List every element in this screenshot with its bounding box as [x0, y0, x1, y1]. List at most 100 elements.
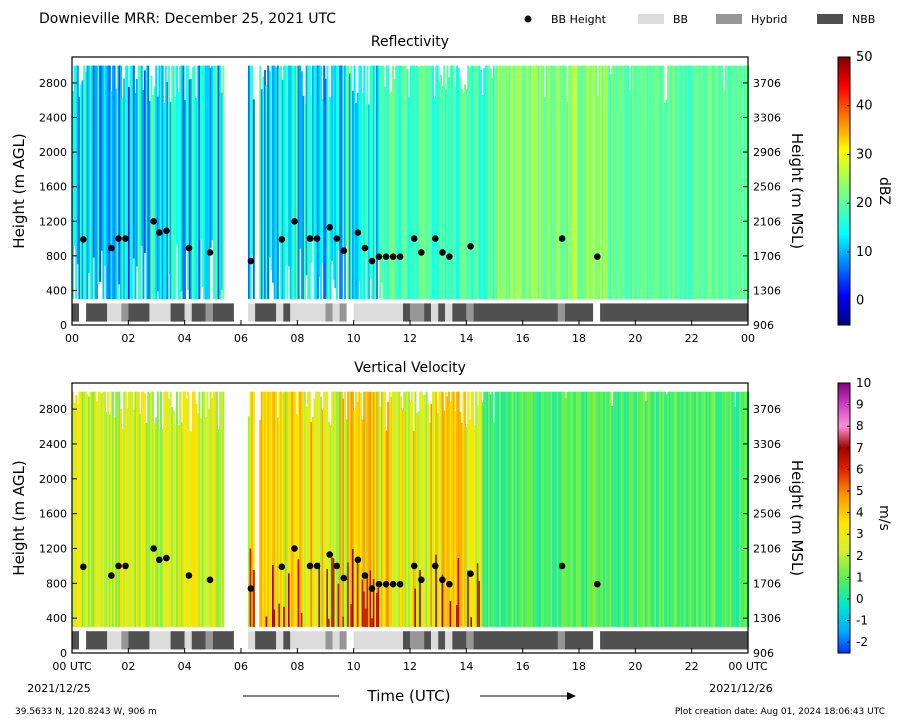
reflectivity-column — [291, 65, 294, 299]
velocity-column — [475, 391, 478, 627]
reflectivity-column — [179, 65, 182, 299]
reflectivity-column — [201, 65, 204, 288]
reflectivity-column — [696, 65, 698, 299]
colorbar-tick-label: 4 — [856, 506, 864, 520]
velocity-column — [275, 391, 278, 627]
figure-title: Downieville MRR: December 25, 2021 UTC — [39, 11, 336, 27]
velocity-column — [577, 391, 580, 627]
velocity-column — [342, 616, 345, 627]
reflectivity-column — [115, 88, 118, 300]
velocity-column — [532, 391, 535, 627]
reflectivity-column — [347, 65, 350, 299]
reflectivity-column — [128, 86, 130, 300]
bb-type-segment — [445, 303, 453, 322]
reflectivity-column — [316, 65, 319, 299]
velocity-column — [680, 391, 682, 627]
colorbar-tick-label: 2 — [856, 549, 864, 563]
velocity-column — [128, 391, 130, 627]
reflectivity-column — [486, 65, 489, 299]
velocity-column — [699, 391, 702, 627]
reflectivity-column — [313, 65, 316, 299]
velocity-column — [388, 391, 391, 627]
velocity-column — [563, 391, 566, 627]
velocity-column — [352, 391, 354, 627]
velocity-column — [560, 391, 562, 627]
reflectivity-column — [720, 65, 722, 299]
velocity-column — [206, 391, 209, 627]
bb-type-segment — [107, 303, 122, 322]
velocity-column — [716, 391, 719, 627]
velocity-column — [452, 391, 455, 627]
reflectivity-column — [153, 86, 156, 299]
bb-type-segment — [255, 631, 277, 650]
bb-height-point — [122, 562, 129, 570]
velocity-column — [196, 413, 199, 627]
bb-height-point — [340, 574, 348, 582]
bb-height-point — [446, 253, 453, 260]
bb-height-point — [410, 235, 418, 242]
bb-height-point — [326, 551, 334, 558]
reflectivity-column — [689, 65, 692, 299]
velocity-column — [691, 391, 694, 627]
reflectivity-column — [360, 65, 362, 299]
vertical-velocity-panel: Vertical Velocity04008001200160020002400… — [10, 360, 892, 673]
reflectivity-column — [278, 68, 281, 244]
bb-type-segment — [283, 303, 291, 322]
velocity-column — [132, 410, 135, 627]
velocity-column — [299, 391, 302, 627]
colorbar-tick-label: 5 — [856, 484, 864, 498]
velocity-column — [73, 402, 76, 627]
bb-type-segment — [121, 631, 129, 650]
reflectivity-column — [468, 67, 471, 300]
velocity-column — [283, 606, 286, 627]
bb-type-segment — [276, 303, 284, 322]
velocity-column — [166, 391, 169, 627]
velocity-column — [672, 391, 674, 627]
reflectivity-column — [624, 65, 626, 299]
reflectivity-column — [144, 70, 146, 253]
velocity-column — [638, 391, 641, 627]
reflectivity-column — [264, 69, 266, 300]
velocity-column — [588, 391, 591, 627]
velocity-column — [252, 569, 255, 627]
reflectivity-column — [280, 65, 282, 299]
reflectivity-column — [548, 65, 551, 299]
velocity-column — [347, 562, 350, 627]
reflectivity-column — [473, 65, 476, 299]
reflectivity-column — [292, 65, 295, 299]
reflectivity-column — [78, 97, 81, 299]
velocity-column — [473, 425, 476, 627]
velocity-column — [504, 391, 506, 627]
reflectivity-column — [513, 65, 516, 299]
y-tick-label: 0 — [60, 647, 67, 660]
reflectivity-column — [324, 78, 327, 299]
bb-type-segment — [452, 631, 467, 650]
reflectivity-column — [388, 93, 391, 300]
bb-height-point — [278, 236, 286, 243]
reflectivity-column — [419, 65, 422, 299]
bb-type-segment — [403, 303, 410, 322]
reflectivity-column — [705, 65, 708, 299]
reflectivity-column — [81, 80, 84, 300]
velocity-column — [182, 391, 185, 627]
bb-height-point — [115, 562, 122, 570]
velocity-column — [435, 391, 438, 627]
velocity-column — [625, 391, 628, 627]
bb-height-point — [432, 562, 439, 570]
velocity-column — [555, 391, 558, 627]
reflectivity-column — [625, 65, 628, 299]
reflectivity-column — [307, 65, 310, 299]
reflectivity-column — [568, 65, 570, 299]
reflectivity-column — [745, 65, 748, 299]
reflectivity-column — [454, 86, 457, 300]
velocity-column — [612, 391, 615, 627]
velocity-column — [441, 391, 444, 627]
reflectivity-column — [744, 65, 746, 299]
reflectivity-column — [560, 65, 562, 299]
bb-type-segment — [86, 303, 108, 322]
reflectivity-column — [659, 65, 662, 299]
velocity-bb-height-points — [80, 545, 601, 592]
bb-height-point — [291, 545, 298, 552]
velocity-column — [329, 425, 332, 627]
velocity-column — [499, 391, 502, 627]
